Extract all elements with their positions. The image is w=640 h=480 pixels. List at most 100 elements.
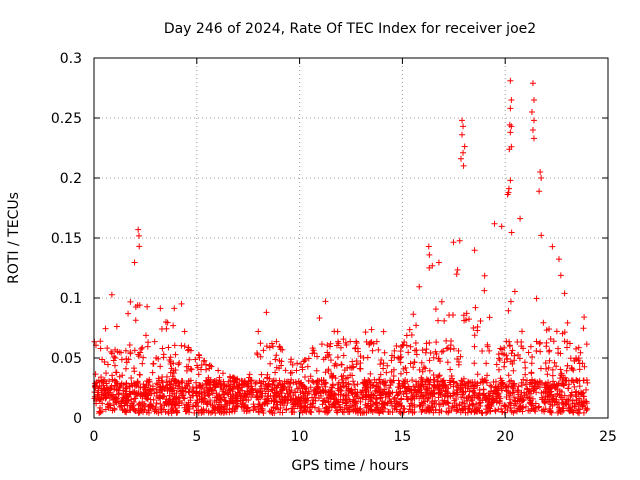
data-point	[440, 348, 447, 355]
data-point	[325, 353, 332, 360]
data-point	[207, 397, 214, 404]
data-point	[216, 404, 223, 411]
data-point	[118, 349, 125, 356]
data-point	[393, 343, 400, 350]
data-point	[567, 392, 574, 399]
data-point	[383, 390, 390, 397]
data-point	[543, 365, 550, 372]
data-point	[431, 383, 438, 390]
data-point	[346, 364, 353, 371]
data-point	[584, 405, 591, 412]
data-point	[518, 382, 525, 389]
data-point	[379, 408, 386, 415]
data-point	[504, 407, 511, 414]
data-point	[331, 395, 338, 402]
data-point	[369, 347, 376, 354]
data-point	[542, 380, 549, 387]
data-point	[477, 399, 484, 406]
data-point	[395, 354, 402, 361]
data-point	[438, 298, 445, 305]
data-point	[511, 394, 518, 401]
data-point	[226, 400, 233, 407]
data-point	[471, 406, 478, 413]
data-point	[188, 366, 195, 373]
data-point	[357, 365, 364, 372]
data-point	[94, 379, 101, 386]
data-point	[373, 338, 380, 345]
data-point	[464, 397, 471, 404]
data-point	[257, 353, 264, 360]
data-point	[455, 359, 462, 366]
data-point	[471, 378, 478, 385]
data-point	[416, 366, 423, 373]
data-point	[426, 264, 433, 271]
data-point	[530, 97, 537, 103]
data-point	[466, 392, 473, 399]
data-point	[425, 395, 432, 402]
data-point	[349, 358, 356, 365]
data-point	[507, 298, 514, 305]
data-point	[479, 376, 486, 383]
data-point	[416, 283, 423, 290]
data-point	[166, 377, 173, 384]
data-point	[471, 383, 478, 390]
data-point	[282, 367, 289, 374]
data-point	[504, 191, 511, 198]
data-point	[125, 310, 132, 317]
data-point	[314, 353, 321, 360]
data-point	[410, 311, 417, 318]
data-point	[312, 397, 319, 404]
data-point	[432, 306, 439, 313]
data-point	[327, 388, 334, 395]
data-point	[254, 388, 261, 395]
data-point	[449, 393, 456, 400]
data-point	[454, 407, 461, 414]
data-point	[270, 398, 277, 405]
data-point	[552, 393, 559, 400]
data-point	[272, 405, 279, 412]
data-point	[377, 361, 384, 368]
data-point	[403, 369, 410, 376]
data-point	[136, 302, 143, 309]
data-point	[487, 382, 494, 389]
data-point	[173, 399, 180, 406]
data-point	[394, 401, 401, 408]
data-point	[420, 364, 427, 371]
data-point	[361, 409, 368, 416]
data-point	[211, 407, 218, 414]
data-point	[266, 344, 273, 351]
data-point	[271, 396, 278, 403]
data-point	[315, 389, 322, 396]
data-point	[123, 397, 130, 404]
data-point	[495, 366, 502, 373]
data-point	[137, 390, 144, 397]
data-point	[211, 381, 218, 388]
data-point	[322, 383, 329, 390]
data-point	[290, 379, 297, 386]
data-point	[564, 319, 571, 326]
data-point	[126, 407, 133, 414]
data-point	[471, 247, 478, 254]
data-point	[368, 339, 374, 346]
data-point	[260, 347, 267, 354]
data-point	[144, 303, 151, 310]
data-point	[528, 360, 535, 367]
data-point	[303, 408, 310, 415]
data-point	[436, 382, 443, 389]
data-point	[245, 378, 252, 385]
data-point	[423, 346, 430, 353]
data-point	[429, 404, 436, 411]
data-point	[489, 393, 496, 400]
data-point	[195, 371, 202, 378]
data-point	[185, 405, 192, 412]
data-point	[574, 377, 581, 384]
data-point	[272, 356, 279, 363]
data-point	[277, 381, 284, 388]
data-point	[411, 347, 418, 354]
data-point	[257, 394, 264, 401]
data-point	[491, 220, 498, 227]
data-point	[493, 361, 500, 368]
data-point	[362, 396, 369, 403]
data-point	[528, 369, 535, 376]
data-point	[522, 364, 529, 371]
